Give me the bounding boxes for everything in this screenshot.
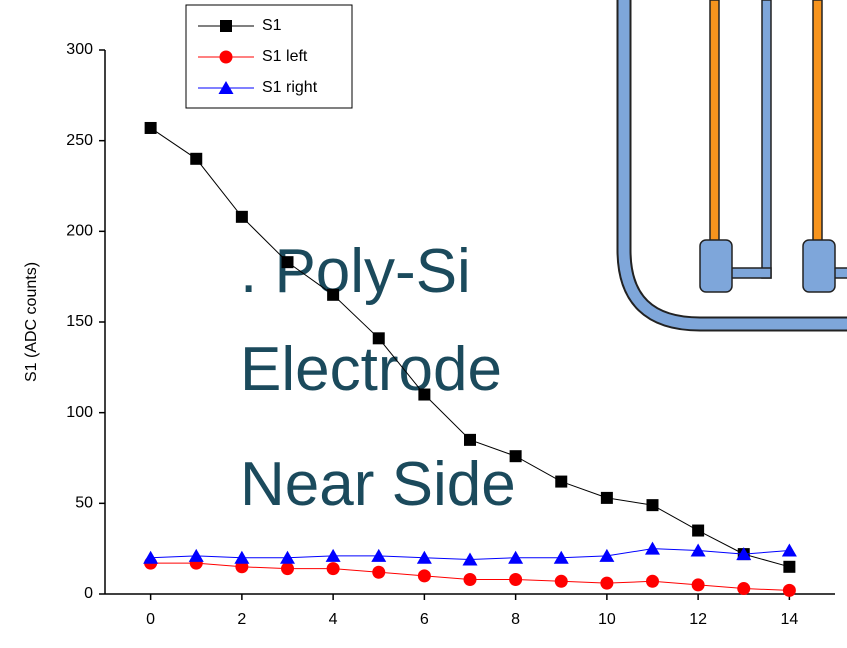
data-point	[509, 573, 522, 586]
annotation: Near Side	[240, 450, 516, 519]
y-tick-label: 0	[84, 585, 93, 602]
x-tick-label: 8	[511, 611, 520, 628]
data-point	[418, 389, 430, 401]
x-tick-label: 2	[237, 611, 246, 628]
y-tick-label: 150	[66, 313, 93, 330]
data-point	[737, 582, 750, 595]
y-tick-label: 250	[66, 132, 93, 149]
data-point	[327, 289, 339, 301]
y-tick-label: 300	[66, 41, 93, 58]
y-tick-label: 100	[66, 404, 93, 421]
data-point	[372, 566, 385, 579]
data-point	[373, 332, 385, 344]
y-axis-label: S1 (ADC counts)	[23, 262, 40, 382]
chart: S1 (ADC counts) . Poly-Si Electrode Near…	[0, 0, 847, 648]
data-point	[418, 569, 431, 582]
annotation: . Poly-Si	[240, 237, 471, 306]
data-point	[601, 492, 613, 504]
data-point	[555, 575, 568, 588]
data-point	[692, 578, 705, 591]
y-tick-label: 200	[66, 223, 93, 240]
x-tick-label: 14	[780, 611, 798, 628]
data-point	[282, 256, 294, 268]
legend-marker	[220, 51, 233, 64]
data-point	[645, 542, 660, 555]
x-tick-label: 12	[689, 611, 707, 628]
x-tick-label: 6	[420, 611, 429, 628]
legend-marker	[220, 20, 232, 32]
data-point	[600, 577, 613, 590]
data-point	[464, 434, 476, 446]
data-point	[692, 525, 704, 537]
x-tick-label: 4	[329, 611, 338, 628]
data-point	[145, 122, 157, 134]
annotation: Electrode	[240, 335, 502, 404]
legend-label: S1 left	[262, 48, 308, 65]
data-point	[555, 476, 567, 488]
data-point	[190, 153, 202, 165]
data-point	[189, 549, 204, 562]
data-point	[783, 584, 796, 597]
data-point	[236, 211, 248, 223]
data-point	[464, 573, 477, 586]
y-tick-label: 50	[75, 495, 93, 512]
data-point	[646, 575, 659, 588]
data-point	[647, 499, 659, 511]
data-point	[783, 561, 795, 573]
data-point	[327, 562, 340, 575]
data-point	[510, 450, 522, 462]
data-point	[782, 543, 797, 556]
legend-label: S1	[262, 17, 282, 34]
x-tick-label: 10	[598, 611, 616, 628]
legend-label: S1 right	[262, 79, 318, 96]
data-point	[281, 562, 294, 575]
electrode-diagram	[624, 0, 847, 324]
x-tick-label: 0	[146, 611, 155, 628]
